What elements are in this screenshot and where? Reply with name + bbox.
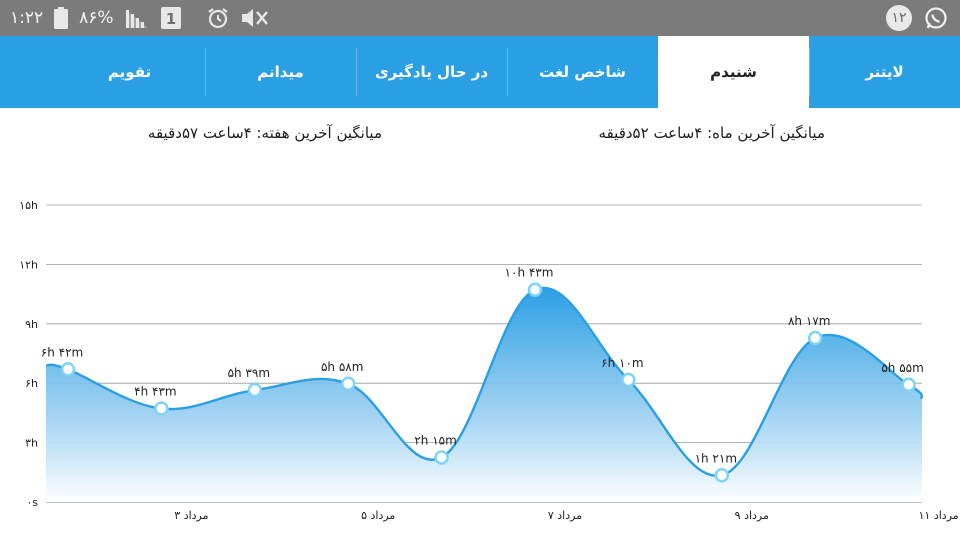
data-point[interactable]	[247, 382, 263, 398]
chart-area	[46, 287, 922, 502]
data-point[interactable]	[714, 468, 730, 483]
alarm-icon	[206, 6, 230, 30]
data-point[interactable]	[340, 376, 356, 392]
status-bar-left: ۱:۲۲ ۸۶% 1	[10, 0, 270, 36]
battery-percent: ۸۶%	[79, 8, 114, 28]
y-tick-label: ۰s	[26, 496, 38, 509]
month-average: میانگین آخرین ماه: ۴ساعت ۵۲دقیقه	[598, 124, 825, 142]
tab-label: شنیدم	[710, 63, 757, 81]
data-point-label: ۱h ۲۱m	[695, 451, 737, 465]
x-tick-label: ۱۱ مرداد	[919, 509, 959, 522]
mute-icon	[240, 6, 270, 30]
data-point[interactable]	[60, 362, 76, 377]
y-tick-label: ۳h	[25, 437, 38, 450]
data-point[interactable]	[434, 450, 449, 465]
tab-leitner[interactable]: لایتنر	[809, 36, 960, 108]
tab-label: لایتنر	[865, 63, 904, 81]
data-point[interactable]	[901, 377, 916, 393]
tab-bar: لایتنر شنیدم شاخص لغت در حال یادگیری مید…	[0, 36, 960, 108]
y-tick-label: ۱۵h	[19, 199, 38, 212]
battery-icon	[53, 6, 69, 30]
data-point-label: ۵h ۳۹m	[228, 366, 270, 380]
status-time: ۱:۲۲	[10, 8, 44, 28]
y-tick-label: ۱۲h	[19, 258, 38, 271]
listening-time-chart: ۰s ۳h ۶h ۹h ۱۲h ۱۵h ۳ مرداد ۵ مرداد ۷ مرداد ۹ مر…	[19, 199, 959, 522]
x-tick-label: ۹ مرداد	[735, 509, 769, 522]
sim-icon: 1	[160, 6, 182, 30]
data-point-label: ۶h ۱۰m	[601, 356, 643, 370]
y-tick-label: ۶h	[25, 377, 38, 390]
data-point-label: ۲h ۱۵m	[414, 433, 456, 447]
data-point[interactable]	[621, 372, 636, 388]
x-tick-label: ۵ مرداد	[361, 509, 395, 522]
status-bar: ۱:۲۲ ۸۶% 1	[0, 0, 960, 36]
x-tick-label: ۷ مرداد	[548, 509, 582, 522]
data-point-label: ۱۰h ۴۳m	[505, 266, 554, 280]
y-tick-label: ۹h	[25, 318, 38, 331]
signal-icon	[124, 6, 150, 30]
tab-calendar[interactable]: تقویم	[54, 36, 205, 108]
notification-count-badge: ۱۲	[886, 5, 912, 31]
data-point[interactable]	[154, 401, 169, 416]
data-point-label: ۵h ۵۵m	[881, 361, 923, 375]
tab-word-index[interactable]: شاخص لغت	[507, 36, 658, 108]
tab-known[interactable]: میدانم	[205, 36, 356, 108]
tab-label: تقویم	[107, 63, 152, 81]
data-point[interactable]	[807, 330, 823, 346]
x-tick-label: ۳ مرداد	[174, 509, 208, 522]
tab-label: شاخص لغت	[539, 63, 626, 81]
tab-label: در حال یادگیری	[374, 63, 489, 81]
data-point-label: ۶h ۴۲m	[41, 345, 83, 359]
data-point[interactable]	[527, 282, 543, 297]
sim-number: 1	[165, 10, 175, 28]
tab-heard[interactable]: شنیدم	[658, 36, 809, 108]
tab-label: میدانم	[257, 63, 304, 81]
whatsapp-icon	[924, 6, 948, 30]
data-point-label: ۸h ۱۷m	[788, 314, 830, 328]
week-average: میانگین آخرین هفته: ۴ساعت ۵۷دقیقه	[147, 124, 382, 142]
data-point-label: ۵h ۵۸m	[321, 360, 363, 374]
data-point-label: ۴h ۴۳m	[134, 385, 176, 399]
tab-learning[interactable]: در حال یادگیری	[356, 36, 507, 108]
status-bar-right: ۱۲	[886, 0, 948, 36]
